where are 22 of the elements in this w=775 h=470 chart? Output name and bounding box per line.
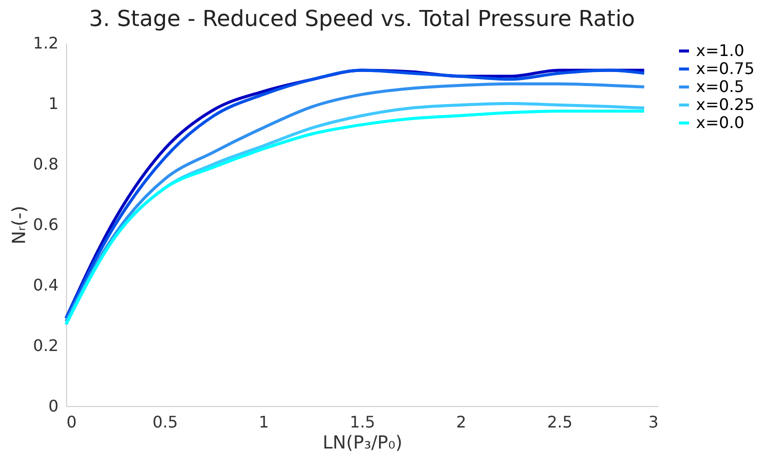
legend-label: x=1.0 (696, 41, 744, 60)
y-axis-title: Nᵣ(-) (9, 206, 30, 244)
x-tick-label: 2 (456, 412, 466, 432)
legend-label: x=0.5 (696, 77, 744, 96)
x-tick-label: 1 (258, 412, 269, 432)
x-tick-label: 0 (66, 412, 77, 432)
legend-label: x=0.25 (696, 95, 754, 114)
y-tick-label: 1.2 (33, 34, 58, 52)
x-tick-label: 2.5 (547, 412, 573, 432)
x-tick-label: 3 (648, 412, 658, 432)
y-tick-label: 0.2 (33, 336, 58, 355)
y-tick-label: 1 (48, 94, 58, 113)
y-tick-label: 0 (48, 396, 58, 416)
legend-label: x=0.75 (696, 59, 754, 78)
x-tick-label: 0.5 (152, 412, 178, 432)
legend-label: x=0.0 (696, 113, 744, 132)
y-tick-label: 0.6 (33, 215, 58, 234)
x-tick-label: 1.5 (350, 412, 376, 432)
y-tick-label: 0.4 (33, 276, 58, 294)
y-tick-label: 0.8 (33, 154, 58, 174)
chart-title: 3. Stage - Reduced Speed vs. Total Pressure Ratio (88, 7, 636, 32)
x-axis-title: LN(P₃/P₀) (322, 432, 402, 454)
